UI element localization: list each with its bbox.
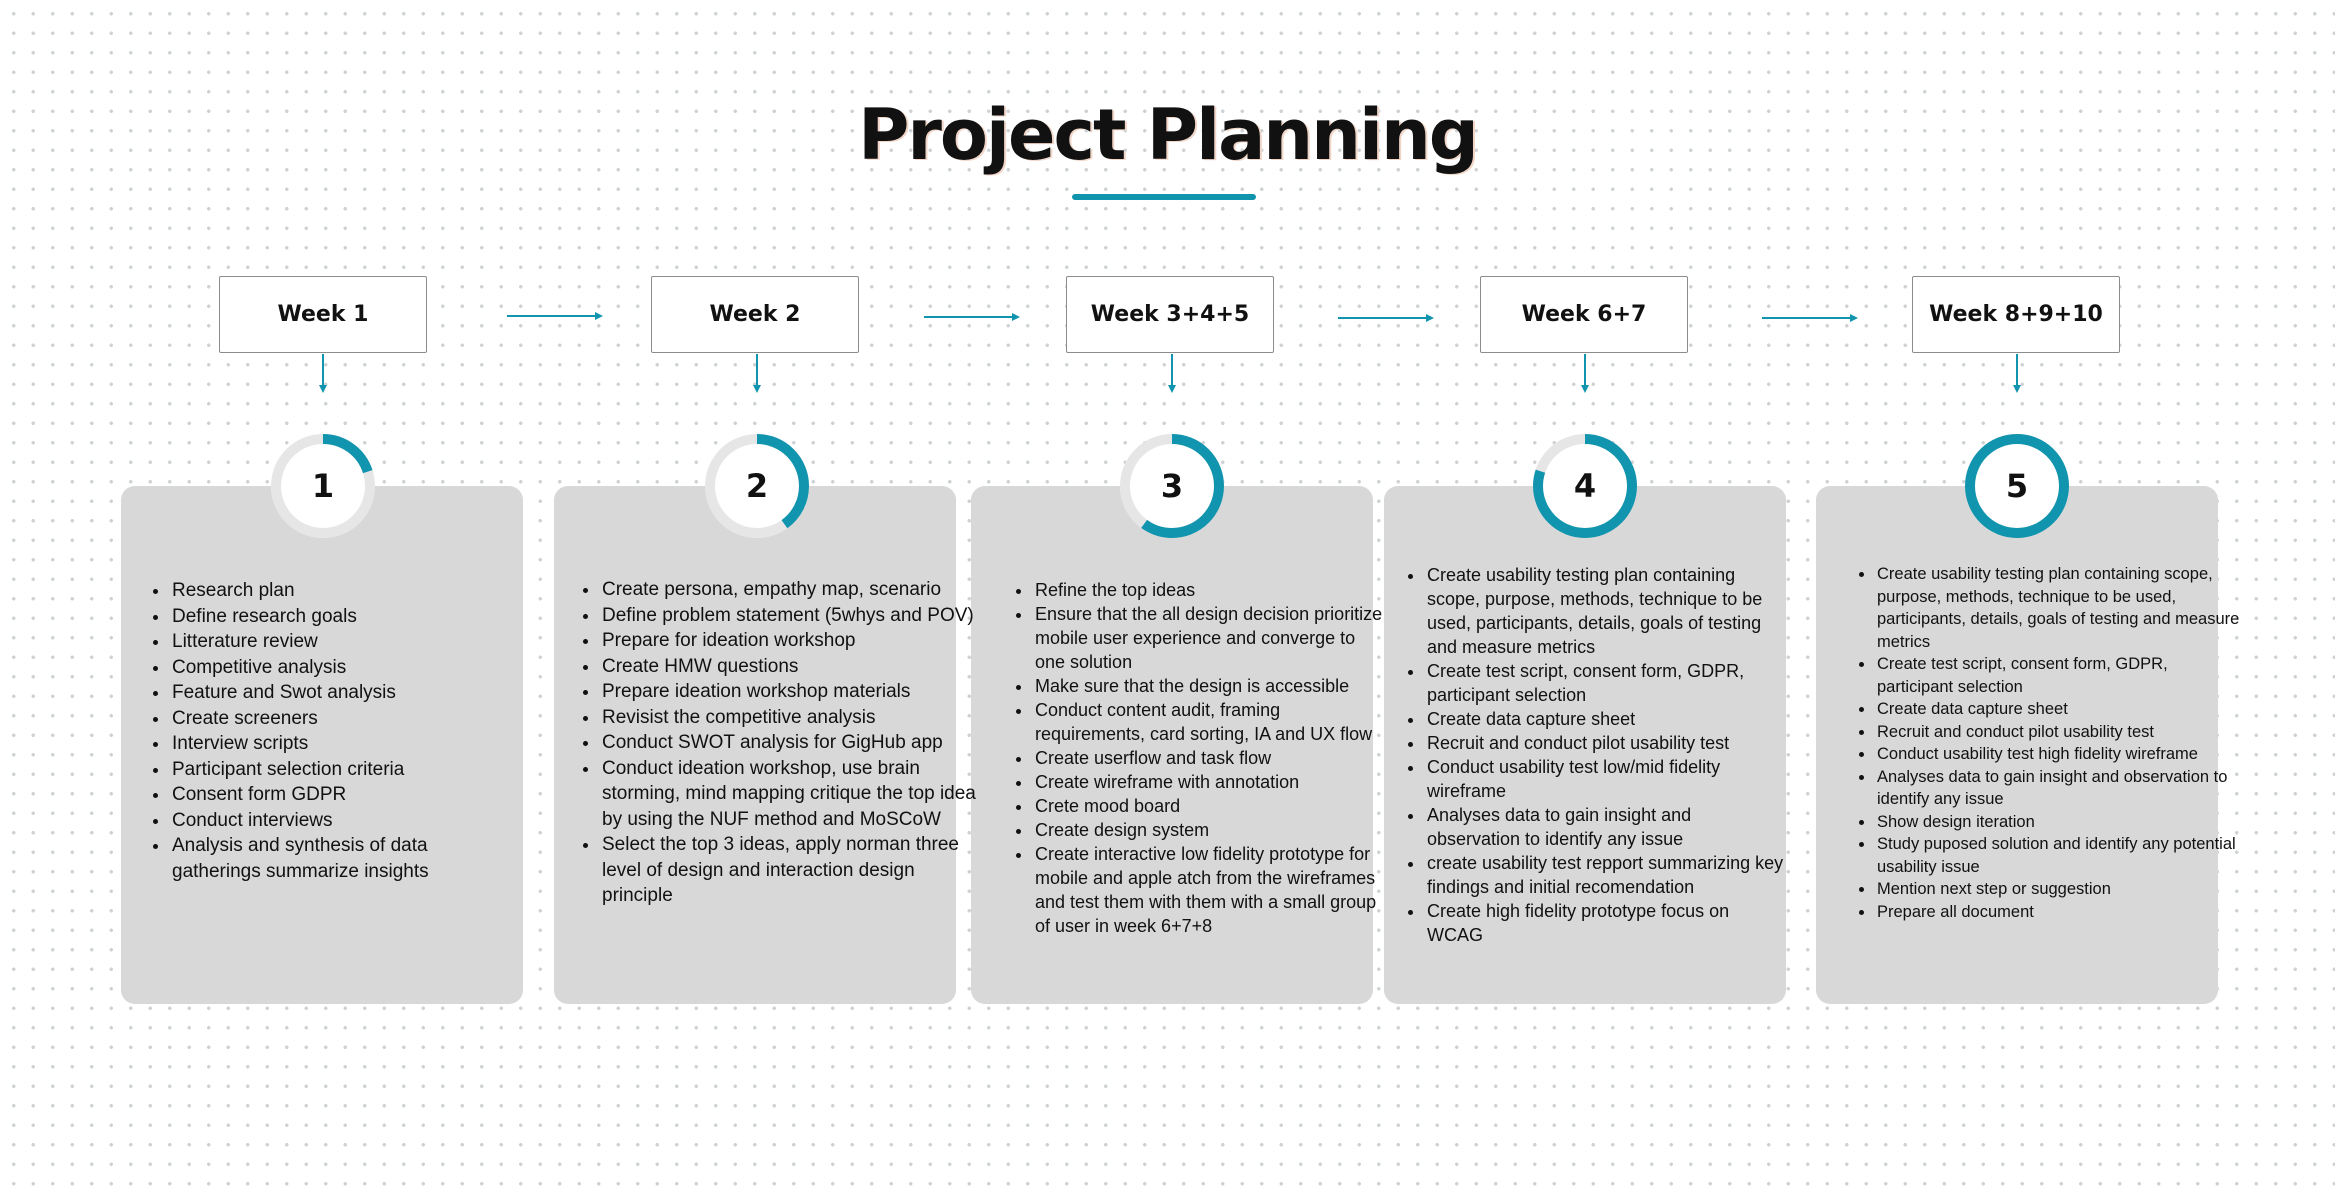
phase-number-1: 1 <box>311 467 335 505</box>
task-item: Recruit and conduct pilot usability test <box>1875 721 2241 744</box>
progress-ring-2 <box>705 434 809 538</box>
task-item: Study puposed solution and identify any … <box>1875 833 2241 878</box>
task-item: Mention next step or suggestion <box>1875 878 2241 901</box>
progress-ring-1 <box>271 434 375 538</box>
task-item: Participant selection criteria <box>170 757 520 783</box>
phase-card-2 <box>554 486 956 1004</box>
task-item: Prepare all document <box>1875 901 2241 924</box>
task-item: Analyses data to gain insight and observ… <box>1875 766 2241 811</box>
task-item: Show design iteration <box>1875 811 2241 834</box>
task-item: Define research goals <box>170 604 520 630</box>
week-box-4: Week 6+7 <box>1480 276 1688 353</box>
task-item: Revisist the competitive analysis <box>600 705 980 731</box>
task-item: Create screeners <box>170 706 520 732</box>
week-box-1: Week 1 <box>219 276 427 353</box>
task-item: Crete mood board <box>1033 794 1383 818</box>
task-item: Research plan <box>170 578 520 604</box>
task-item: Conduct usability test low/mid fidelity … <box>1425 755 1787 803</box>
week-box-2: Week 2 <box>651 276 859 353</box>
page-title: Project Planning <box>858 94 1479 176</box>
task-item: Refine the top ideas <box>1033 578 1383 602</box>
arrow-right-icon <box>507 312 603 320</box>
phase-number-5: 5 <box>2005 467 2029 505</box>
phase-card-5 <box>1816 486 2218 1004</box>
progress-ring-5 <box>1965 434 2069 538</box>
arrow-down-icon <box>1168 354 1176 393</box>
task-item: Create high fidelity prototype focus on … <box>1425 899 1787 947</box>
task-item: Create test script, consent form, GDPR, … <box>1425 659 1787 707</box>
arrow-down-icon <box>1581 354 1589 393</box>
task-item: Conduct usability test high fidelity wir… <box>1875 743 2241 766</box>
progress-ring-3 <box>1120 434 1224 538</box>
task-item: Create userflow and task flow <box>1033 746 1383 770</box>
phase-number-2: 2 <box>745 467 769 505</box>
phase-number-3: 3 <box>1160 467 1184 505</box>
task-list-week-1: Research plan Define research goals Litt… <box>148 578 520 884</box>
task-list-week-4: Create usability testing plan containing… <box>1403 563 1787 947</box>
task-item: Consent form GDPR <box>170 782 520 808</box>
task-item: Recruit and conduct pilot usability test <box>1425 731 1787 755</box>
task-item: Analyses data to gain insight and observ… <box>1425 803 1787 851</box>
task-item: Create HMW questions <box>600 654 980 680</box>
task-item: Competitive analysis <box>170 655 520 681</box>
arrow-right-icon <box>1338 314 1434 322</box>
task-item: Create usability testing plan containing… <box>1425 563 1787 659</box>
task-item: Prepare ideation workshop materials <box>600 679 980 705</box>
task-item: Conduct ideation workshop, use brain sto… <box>600 756 980 833</box>
task-item: Create persona, empathy map, scenario <box>600 577 980 603</box>
task-item: Create interactive low fidelity prototyp… <box>1033 842 1383 938</box>
task-list-week-2: Create persona, empathy map, scenario De… <box>578 577 980 909</box>
task-item: create usability test repport summarizin… <box>1425 851 1787 899</box>
task-item: Conduct SWOT analysis for GigHub app <box>600 730 980 756</box>
arrow-down-icon <box>319 354 327 393</box>
arrow-right-icon <box>1762 314 1858 322</box>
task-item: Interview scripts <box>170 731 520 757</box>
task-item: Create data capture sheet <box>1875 698 2241 721</box>
task-item: Select the top 3 ideas, apply norman thr… <box>600 832 980 909</box>
task-item: Conduct content audit, framing requireme… <box>1033 698 1383 746</box>
arrow-right-icon <box>924 313 1020 321</box>
task-item: Make sure that the design is accessible <box>1033 674 1383 698</box>
phase-card-3 <box>971 486 1373 1004</box>
task-list-week-3: Refine the top ideas Ensure that the all… <box>1011 578 1383 938</box>
arrow-down-icon <box>2013 354 2021 393</box>
task-item: Define problem statement (5whys and POV) <box>600 603 980 629</box>
progress-ring-4 <box>1533 434 1637 538</box>
task-item: Conduct interviews <box>170 808 520 834</box>
task-item: Prepare for ideation workshop <box>600 628 980 654</box>
task-item: Create usability testing plan containing… <box>1875 563 2241 653</box>
phase-card-4 <box>1384 486 1786 1004</box>
task-item: Create wireframe with annotation <box>1033 770 1383 794</box>
phase-card-1 <box>121 486 523 1004</box>
arrow-down-icon <box>753 354 761 393</box>
task-item: Feature and Swot analysis <box>170 680 520 706</box>
week-box-5: Week 8+9+10 <box>1912 276 2120 353</box>
phase-number-4: 4 <box>1573 467 1597 505</box>
task-item: Create data capture sheet <box>1425 707 1787 731</box>
task-item: Ensure that the all design decision prio… <box>1033 602 1383 674</box>
title-underline <box>1072 194 1256 200</box>
task-item: Analysis and synthesis of data gathering… <box>170 833 520 884</box>
task-item: Litterature review <box>170 629 520 655</box>
task-item: Create test script, consent form, GDPR, … <box>1875 653 2241 698</box>
task-list-week-5: Create usability testing plan containing… <box>1853 563 2241 923</box>
task-item: Create design system <box>1033 818 1383 842</box>
week-box-3: Week 3+4+5 <box>1066 276 1274 353</box>
